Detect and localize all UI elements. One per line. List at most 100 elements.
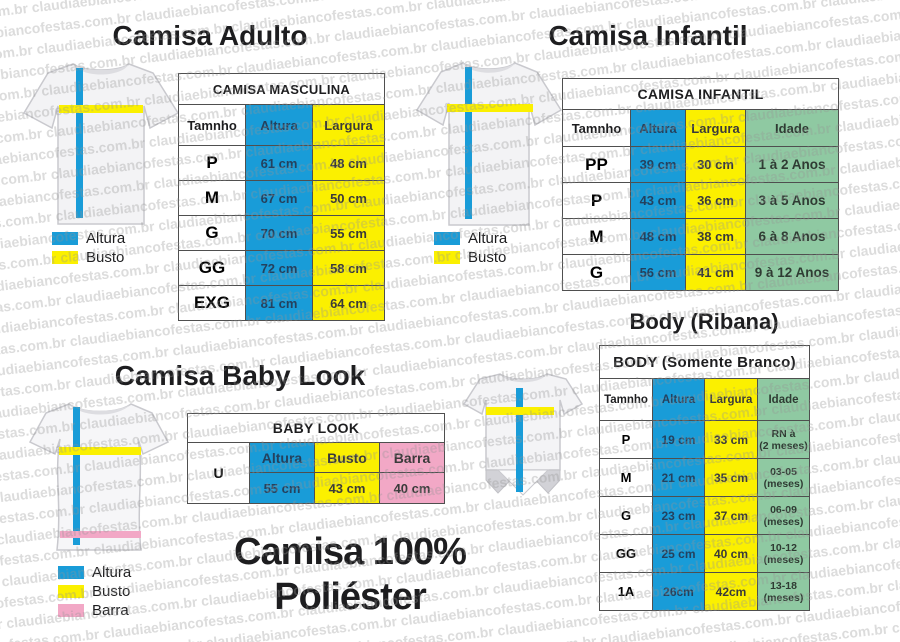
- col-header-busto: Busto: [314, 442, 380, 473]
- col-header-largura: Largura: [685, 109, 746, 147]
- col-header-largura: Largura: [311, 104, 386, 146]
- idade-line2: (meses): [763, 553, 804, 566]
- largura-value: 33 cm: [704, 420, 758, 459]
- altura-line: [465, 67, 472, 219]
- size-value: GG: [178, 250, 246, 286]
- legend-item-busto: Busto: [52, 248, 125, 267]
- table-row: P 19 cm 33 cm RN à (2 meses): [599, 420, 811, 459]
- table-row: M 67 cm 50 cm: [178, 180, 386, 216]
- col-header-size: Tamnho: [178, 104, 246, 146]
- table-title: BODY (Somente Branco): [598, 345, 811, 379]
- material-note: Camisa 100% Poliéster: [195, 530, 505, 620]
- col-header-idade: Idade: [756, 378, 811, 421]
- idade-value: RN à (2 meses): [756, 420, 811, 459]
- barra-line: [60, 531, 141, 538]
- table-row: PP 39 cm 30 cm 1 à 2 Anos: [562, 146, 840, 183]
- onesie-collar: [500, 374, 547, 383]
- table-row: M 48 cm 38 cm 6 à 8 Anos: [562, 218, 840, 255]
- size-value: G: [562, 254, 631, 291]
- col-header-altura: Altura: [245, 104, 313, 146]
- busto-line: [486, 407, 554, 415]
- legend-item-altura: Altura: [52, 229, 125, 248]
- table-row: G 70 cm 55 cm: [178, 215, 386, 251]
- altura-value: 72 cm: [245, 250, 313, 286]
- idade-value: 06-09 (meses): [756, 496, 811, 535]
- size-value: M: [599, 458, 653, 497]
- size-value: PP: [562, 146, 631, 183]
- idade-line2: (meses): [763, 591, 804, 604]
- altura-value: 61 cm: [245, 145, 313, 181]
- baby-body-image: [462, 373, 584, 496]
- size-value: GG: [599, 534, 653, 573]
- busto-line: [59, 105, 143, 113]
- legend-label: Altura: [92, 564, 132, 581]
- size-value: P: [562, 182, 631, 219]
- busto-line: [59, 447, 141, 455]
- busto-line: [447, 104, 533, 112]
- camisa-masculina-table: CAMISA MASCULINA Tamnho Altura Largura P…: [177, 73, 386, 321]
- legend-label: Barra: [92, 602, 129, 619]
- table-row: G 23 cm 37 cm 06-09 (meses): [599, 496, 811, 535]
- largura-value: 41 cm: [685, 254, 746, 291]
- largura-value: 35 cm: [704, 458, 758, 497]
- tshirt-collar: [463, 63, 515, 73]
- table-row: M 21 cm 35 cm 03-05 (meses): [599, 458, 811, 497]
- size-value: EXG: [178, 285, 246, 321]
- altura-color-swatch: [58, 566, 84, 579]
- idade-line1: RN à: [771, 427, 796, 440]
- altura-value: 67 cm: [245, 180, 313, 216]
- table-title: CAMISA INFANTIL: [561, 78, 840, 110]
- idade-value: 03-05 (meses): [756, 458, 811, 497]
- idade-value: 10-12 (meses): [756, 534, 811, 573]
- legend-label: Altura: [468, 230, 508, 247]
- altura-value: 70 cm: [245, 215, 313, 251]
- adult-legend: Altura Busto: [52, 229, 125, 267]
- col-header-barra: Barra: [378, 442, 446, 473]
- legend-item-altura: Altura: [58, 563, 131, 582]
- adult-section-title: Camisa Adulto: [112, 20, 308, 51]
- col-header-altura: Altura: [630, 109, 686, 147]
- table-row: 55 cm 43 cm 40 cm: [188, 472, 446, 504]
- largura-value: 37 cm: [704, 496, 758, 535]
- size-value: M: [178, 180, 246, 216]
- idade-line1: 06-09: [770, 503, 797, 516]
- legend-item-altura: Altura: [434, 229, 507, 248]
- altura-color-swatch: [434, 232, 460, 245]
- infantil-tshirt-image: [415, 62, 563, 226]
- table-row: G 56 cm 41 cm 9 à 12 Anos: [562, 254, 840, 291]
- altura-value: 56 cm: [630, 254, 686, 291]
- col-header-idade: Idade: [744, 109, 840, 147]
- idade-line2: (meses): [763, 477, 804, 490]
- watermark-text: claudiaebiancofestas.com.br claudiaebian…: [0, 605, 900, 642]
- altura-line: [73, 407, 80, 545]
- largura-value: 42cm: [704, 572, 758, 611]
- table-title: CAMISA MASCULINA: [177, 73, 386, 105]
- infantil-section-title: Camisa Infantil: [548, 20, 748, 51]
- busto-color-swatch: [58, 585, 84, 598]
- babylook-legend: Altura Busto Barra: [58, 563, 131, 620]
- largura-value: 55 cm: [311, 215, 386, 251]
- babylook-tshirt-image: [28, 403, 170, 551]
- table-title: BABY LOOK: [186, 413, 446, 443]
- altura-value: 48 cm: [630, 218, 686, 255]
- idade-line1: 03-05: [770, 465, 797, 478]
- altura-line: [516, 388, 523, 492]
- barra-color-swatch: [58, 604, 84, 617]
- legend-label: Busto: [92, 583, 131, 600]
- legend-item-barra: Barra: [58, 601, 131, 620]
- size-value: 1A: [599, 572, 653, 611]
- altura-value: 23 cm: [652, 496, 705, 535]
- idade-line2: (meses): [763, 515, 804, 528]
- busto-color-swatch: [52, 251, 78, 264]
- idade-value: 6 à 8 Anos: [744, 218, 840, 255]
- legend-label: Busto: [468, 249, 507, 266]
- legend-label: Busto: [86, 249, 125, 266]
- table-row: GG 72 cm 58 cm: [178, 250, 386, 286]
- tshirt-body: [28, 403, 170, 551]
- idade-value: 1 à 2 Anos: [744, 146, 840, 183]
- largura-value: 40 cm: [704, 534, 758, 573]
- material-note-line2: Poliéster: [274, 576, 427, 618]
- tshirt-body: [415, 62, 563, 226]
- size-value: G: [599, 496, 653, 535]
